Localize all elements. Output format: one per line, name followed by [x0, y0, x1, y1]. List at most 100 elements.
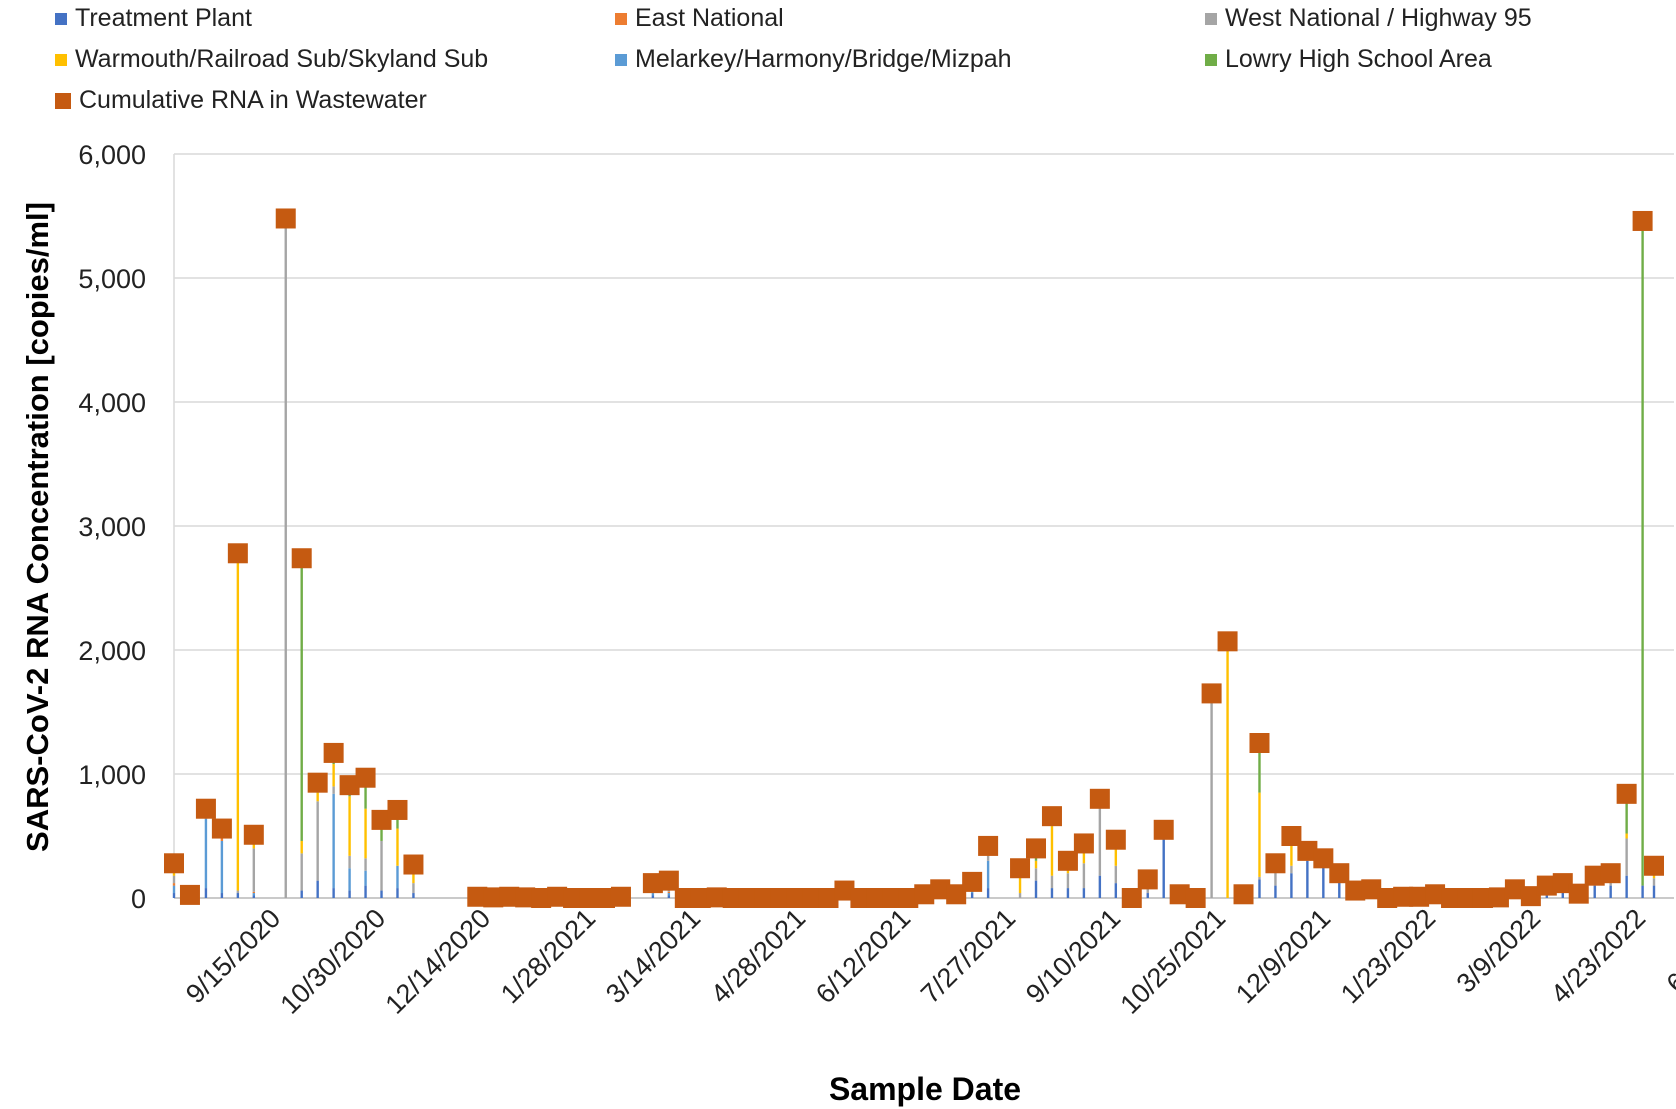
bar-segment-warmouth [236, 560, 240, 891]
cumulative-marker [882, 888, 903, 908]
bar-segment-melarkey [986, 860, 990, 889]
cumulative-marker [547, 886, 568, 907]
x-tick-label: 10/30/2020 [274, 903, 391, 1020]
bar-segment-west-national [1050, 875, 1054, 889]
cumulative-marker [1185, 888, 1206, 908]
cumulative-marker [1249, 733, 1270, 753]
x-tick-label: 3/9/2022 [1451, 903, 1547, 999]
legend-swatch [1205, 12, 1217, 25]
cumulative-marker [690, 888, 711, 908]
bar-segment-treatment-plant [204, 888, 208, 898]
y-tick-label: 1,000 [78, 760, 146, 790]
legend-label: Lowry High School Area [1225, 45, 1492, 73]
bar-segment-warmouth [364, 808, 367, 859]
bar-segment-treatment-plant [252, 895, 256, 898]
cumulative-marker [738, 888, 759, 908]
bar-segment-melarkey [204, 818, 208, 889]
cumulative-marker [834, 880, 855, 901]
cumulative-marker [1057, 850, 1078, 871]
bar-segment-west-national [316, 801, 319, 881]
cumulative-marker [1041, 806, 1062, 827]
cumulative-marker [467, 886, 488, 907]
bar-segment-treatment-plant [1034, 880, 1038, 898]
cumulative-marker [531, 888, 552, 908]
bar-segment-west-national [1146, 888, 1149, 894]
gridlines [174, 153, 1674, 899]
bar-segment-west-national [986, 855, 990, 861]
cumulative-marker [1089, 788, 1110, 809]
cumulative-marker [211, 818, 232, 839]
bar-segment-west-national [1258, 876, 1261, 880]
cumulative-marker [610, 886, 631, 907]
cumulative-marker [1281, 826, 1302, 846]
bar-segment-west-national [1066, 873, 1070, 889]
bar-segment-treatment-plant [1290, 873, 1293, 898]
cumulative-marker [1010, 858, 1031, 879]
legend-swatch [615, 53, 627, 66]
cumulative-marker [195, 798, 216, 819]
bar-segment-warmouth [316, 792, 319, 802]
bar-segment-west-national [172, 875, 176, 884]
cumulative-marker [1329, 863, 1350, 884]
bar-segment-melarkey [220, 840, 224, 894]
cumulative-marker [1297, 840, 1318, 861]
x-tick-label: 9/10/2021 [1020, 903, 1126, 1009]
cumulative-marker [722, 888, 743, 908]
y-tick-label: 0 [131, 884, 146, 914]
bar-segment-lowry [380, 819, 383, 841]
bar-segment-melarkey [172, 885, 176, 894]
cumulative-marker [1313, 848, 1334, 869]
cumulative-marker [962, 871, 983, 892]
x-tick-label: 3/14/2021 [600, 903, 706, 1009]
cumulative-marker [579, 888, 600, 908]
bar-segment-treatment-plant [364, 885, 367, 898]
bar-segment-west-national [412, 883, 415, 894]
cumulative-marker [1441, 888, 1462, 908]
bar-segment-treatment-plant [332, 888, 335, 898]
cumulative-marker [243, 824, 264, 845]
x-tick-label: 12/9/2021 [1230, 903, 1336, 1009]
cumulative-marker [946, 884, 967, 905]
cumulative-marker [1409, 886, 1430, 907]
legend-item-melarkey: Melarkey/Harmony/Bridge/Mizpah [615, 45, 1012, 74]
legend-item-west-national: West National / Highway 95 [1205, 4, 1532, 33]
cumulative-marker [164, 853, 184, 874]
cumulative-marker [499, 886, 520, 907]
legend-label: Warmouth/Railroad Sub/Skyland Sub [75, 45, 489, 73]
bar-segment-warmouth [396, 828, 399, 866]
bar-segment-warmouth [1625, 833, 1628, 839]
bar-segment-treatment-plant [970, 893, 974, 898]
cumulative-marker [1393, 886, 1414, 907]
cumulative-marker [1153, 819, 1174, 840]
x-tick-label: 7/27/2021 [915, 903, 1021, 1009]
bar-segment-treatment-plant [1162, 838, 1165, 898]
bar-segment-warmouth [1034, 860, 1038, 869]
bar-segment-west-national [348, 855, 351, 869]
cumulative-marker [355, 767, 376, 788]
cumulative-marker [754, 888, 775, 908]
cumulative-marker [1552, 873, 1573, 894]
cumulative-marker [1457, 888, 1478, 908]
cumulative-marker [1520, 886, 1541, 907]
cumulative-marker [1488, 887, 1509, 908]
cumulative-marker [1073, 833, 1094, 854]
bar-segment-treatment-plant [380, 890, 383, 898]
cumulative-marker [1425, 884, 1446, 905]
cumulative-marker [866, 888, 887, 908]
legend-label: Treatment Plant [75, 4, 252, 32]
cumulative-marker [642, 873, 663, 894]
bar-segment-treatment-plant [412, 893, 415, 898]
cumulative-marker [914, 884, 935, 905]
bar-segment-west-national [1082, 863, 1086, 889]
bar-segment-treatment-plant [220, 893, 224, 898]
bar-segment-west-national [236, 890, 240, 894]
stacked-bars [172, 218, 1656, 899]
bar-segment-east-national [667, 891, 671, 894]
legend-item-east-national: East National [615, 4, 784, 33]
x-tick-label: 4/23/2022 [1545, 903, 1651, 1009]
cumulative-marker [1568, 883, 1589, 904]
x-tick-label: 1/28/2021 [495, 903, 601, 1009]
y-tick-label: 4,000 [78, 388, 146, 418]
x-tick-label: 9/15/2020 [180, 903, 286, 1009]
y-axis-title: SARS-CoV-2 RNA Concentration [copies/ml] [20, 202, 55, 852]
